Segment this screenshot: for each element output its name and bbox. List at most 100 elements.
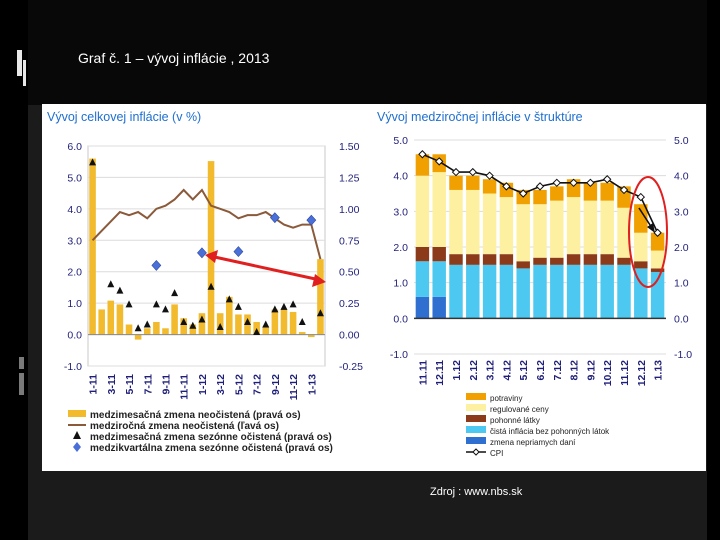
x-tick-label: 3-11 <box>106 374 118 395</box>
legend-label: medzikvartálna zmena sezónne očistená (p… <box>90 443 333 454</box>
bar <box>98 309 105 335</box>
bar-segment-regulovane <box>583 200 598 255</box>
trend-arrow-shaft <box>209 254 321 282</box>
diamond-marker <box>306 214 317 226</box>
category-label: 11.11 <box>417 360 429 385</box>
bar <box>226 296 233 335</box>
right-left-tick-label: 0.0 <box>393 313 408 325</box>
right-left-tick-label: 4.0 <box>393 171 408 183</box>
right-right-tick-label: 2.0 <box>674 242 689 254</box>
bar-segment-cista <box>516 268 530 319</box>
bar-segment-potraviny <box>415 154 430 176</box>
bar <box>89 158 96 335</box>
bar-segment-regulovane <box>617 207 631 258</box>
bar-segment-regulovane <box>466 189 480 255</box>
bar <box>262 327 270 335</box>
x-tick-label: 3-12 <box>215 374 227 395</box>
bar-segment-regulovane <box>566 197 581 255</box>
highlight-ellipse <box>628 176 668 288</box>
bar-segment-pohonne <box>634 261 648 269</box>
bar-segment-potraviny <box>650 232 665 251</box>
triangle-marker <box>271 305 279 313</box>
legend-swatch <box>466 404 486 411</box>
left-y-tick-label: 6.0 <box>67 141 82 153</box>
bar-segment-potraviny <box>466 175 480 190</box>
bar <box>125 324 133 335</box>
right-left-tick-label: -1.0 <box>390 349 408 361</box>
right-left-tick-label: 5.0 <box>393 135 408 147</box>
diamond-marker <box>151 259 162 271</box>
legend-label: CPI <box>490 449 503 458</box>
decor-bar-3 <box>19 357 24 369</box>
bar-segment-pohonne <box>499 254 514 265</box>
category-label: 11.12 <box>619 360 631 386</box>
bar-segment-potraviny <box>482 179 497 194</box>
triangle-marker <box>253 328 261 336</box>
cpi-marker <box>485 171 494 180</box>
left-y-tick-label: 3.0 <box>67 235 82 247</box>
bar-segment-pohonne <box>550 257 564 265</box>
bar <box>280 309 288 335</box>
triangle-marker <box>280 302 288 310</box>
category-label: 9.12 <box>585 360 597 381</box>
bar <box>235 314 242 335</box>
bar-segment-regulovane <box>449 189 463 255</box>
x-tick-label: 7-11 <box>142 374 154 395</box>
bar-segment-pohonne <box>533 257 547 265</box>
legend-label: regulované ceny <box>490 405 549 414</box>
triangle-marker <box>189 321 197 329</box>
triangle-marker <box>298 318 306 325</box>
bar-segment-cista <box>432 261 446 297</box>
triangle-marker <box>289 300 297 308</box>
bar-segment-regulovane <box>533 204 547 258</box>
cpi-marker <box>653 228 662 237</box>
bar-segment-cista <box>466 264 480 319</box>
decor-bar-4 <box>19 373 24 395</box>
category-label: 3.12 <box>485 360 497 381</box>
category-label: 6.12 <box>535 360 547 381</box>
bar <box>271 309 279 335</box>
bar-segment-pohonne <box>449 254 463 265</box>
legend-label: zmena nepriamych daní <box>490 438 576 447</box>
pointer-arrow <box>638 207 653 229</box>
right-right-tick-label: 5.0 <box>674 135 689 147</box>
bar-segment-regulovane <box>634 232 648 262</box>
cpi-marker <box>468 167 478 177</box>
left-chart-title: Vývoj celkovej inflácie (v %) <box>47 110 201 124</box>
right-y-tick-label: -0.25 <box>339 361 363 373</box>
right-left-tick-label: 1.0 <box>393 278 408 290</box>
bar-segment-pohonne <box>566 254 581 265</box>
triangle-marker <box>180 318 188 325</box>
right-right-tick-label: 4.0 <box>674 171 689 183</box>
left-y-tick-label: 1.0 <box>67 298 82 310</box>
bar-segment-pohonne <box>600 254 614 265</box>
right-chart-title: Vývoj medziročnej inflácie v štruktúre <box>377 110 583 124</box>
legend-swatch <box>466 393 486 400</box>
x-tick-label: 5-11 <box>124 374 136 395</box>
legend-label: potraviny <box>490 394 522 403</box>
diamond-marker <box>233 246 244 258</box>
category-label: 1.12 <box>451 360 463 381</box>
bar <box>289 311 297 335</box>
x-tick-label: 1-12 <box>197 374 209 395</box>
diamond-marker <box>269 212 280 224</box>
cpi-marker <box>636 192 646 202</box>
triangle-marker <box>107 280 115 288</box>
category-label: 2.12 <box>468 360 480 381</box>
legend-swatch-bar <box>68 410 86 417</box>
bar-segment-pohonne <box>466 254 480 265</box>
legend-swatch-marker <box>472 448 480 456</box>
bar <box>134 334 142 340</box>
legend-label: čistá inflácia bez pohonných látok <box>490 427 610 436</box>
category-label: 1.13 <box>653 360 665 381</box>
cpi-marker <box>418 150 427 159</box>
bar-segment-cista <box>566 264 581 319</box>
bar <box>180 318 187 335</box>
legend-label: medziročná zmena neočistená (ľavá os) <box>90 421 279 432</box>
bar-segment-cista <box>449 264 463 319</box>
legend-swatch <box>466 426 486 433</box>
triangle-marker <box>143 320 151 328</box>
bar-segment-regulovane <box>499 197 514 255</box>
trend-arrow-head-left <box>205 250 218 263</box>
bar <box>298 332 306 335</box>
